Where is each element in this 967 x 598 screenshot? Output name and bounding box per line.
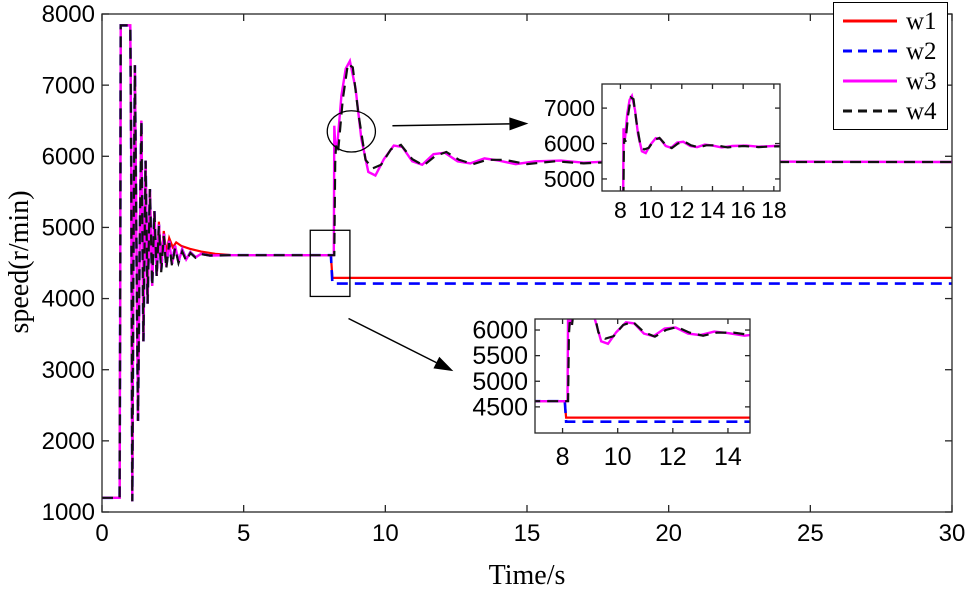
lower-inset-arrow-head bbox=[433, 356, 454, 372]
main-y-tick-label: 2000 bbox=[42, 428, 95, 455]
inset-upper-zoom-y-tick-label: 5000 bbox=[544, 166, 595, 192]
zoom-ellipse-annotation bbox=[326, 110, 377, 153]
legend-swatch-w4 bbox=[843, 109, 897, 113]
main-y-tick-label: 6000 bbox=[42, 143, 95, 170]
main-x-tick-label: 10 bbox=[372, 520, 399, 547]
inset-lower-zoom-x-tick-label: 14 bbox=[714, 443, 742, 471]
legend-item-w4: w4 bbox=[841, 99, 943, 124]
inset-upper-zoom-x-tick-label: 18 bbox=[761, 197, 787, 223]
inset-lower-zoom-x-tick-label: 10 bbox=[604, 443, 632, 471]
upper-inset-arrow-line bbox=[392, 123, 510, 127]
legend-swatch-w3 bbox=[843, 79, 897, 83]
inset-upper-zoom-x-tick-label: 12 bbox=[669, 197, 695, 223]
main-y-tick-label: 3000 bbox=[42, 357, 95, 384]
legend-item-w3: w3 bbox=[841, 69, 943, 94]
legend-label: w1 bbox=[906, 7, 937, 35]
inset-lower-zoom-y-tick-label: 5500 bbox=[472, 342, 528, 370]
legend-swatch-w1 bbox=[843, 19, 897, 23]
legend-label: w4 bbox=[906, 97, 937, 125]
legend-swatch-w2 bbox=[843, 49, 897, 53]
main-x-tick-label: 5 bbox=[237, 520, 250, 547]
x-axis-label: Time/s bbox=[488, 560, 566, 591]
main-border bbox=[101, 13, 953, 513]
inset-upper-zoom-y-tick-label: 7000 bbox=[544, 95, 595, 121]
legend-item-w1: w1 bbox=[841, 9, 943, 34]
inset-upper-zoom-x-tick-label: 8 bbox=[614, 197, 627, 223]
inset-lower-zoom-series-w4-line bbox=[535, 319, 750, 403]
inset-lower-zoom-background bbox=[535, 319, 750, 433]
main-x-tick-label: 20 bbox=[655, 520, 682, 547]
main-x-tick-label: 0 bbox=[95, 520, 108, 547]
inset-upper-zoom-background bbox=[602, 84, 780, 191]
inset-upper-zoom-y-tick-label: 6000 bbox=[544, 130, 595, 156]
main-series-w2-line bbox=[102, 24, 952, 502]
upper-inset-arrow-head bbox=[509, 117, 529, 131]
inset-lower-zoom-y-tick-label: 6000 bbox=[472, 317, 528, 345]
main-series-w3-line bbox=[102, 24, 952, 502]
inset-upper-zoom-x-tick-label: 14 bbox=[700, 197, 726, 223]
main-y-tick-label: 1000 bbox=[42, 499, 95, 526]
inset-upper-zoom-x-tick-label: 10 bbox=[638, 197, 664, 223]
main-y-tick-label: 5000 bbox=[42, 215, 95, 242]
inset-lower-zoom-x-tick-label: 12 bbox=[659, 443, 687, 471]
main-x-tick-label: 25 bbox=[797, 520, 824, 547]
inset-lower-zoom-border bbox=[534, 318, 751, 434]
legend-label: w3 bbox=[906, 67, 937, 95]
inset-lower-zoom-x-tick-label: 8 bbox=[556, 443, 570, 471]
legend-item-w2: w2 bbox=[841, 39, 943, 64]
zoom-rect-annotation bbox=[309, 229, 351, 298]
main-series-w4-line bbox=[102, 24, 952, 502]
legend-label: w2 bbox=[906, 37, 937, 65]
main-series-w1-line bbox=[102, 24, 952, 502]
main-x-tick-label: 15 bbox=[514, 520, 541, 547]
main-y-tick-label: 8000 bbox=[42, 1, 95, 28]
inset-upper-zoom-series-w3-line bbox=[622, 92, 780, 191]
main-y-tick-label: 7000 bbox=[42, 72, 95, 99]
main-y-tick-label: 4000 bbox=[42, 286, 95, 313]
main-x-tick-label: 30 bbox=[939, 520, 966, 547]
y-axis-label: speed(r/min) bbox=[4, 190, 35, 334]
inset-upper-zoom-series-w4-line bbox=[622, 95, 780, 191]
inset-upper-zoom-x-tick-label: 16 bbox=[730, 197, 756, 223]
inset-lower-zoom-y-tick-label: 4500 bbox=[472, 393, 528, 421]
lower-inset-arrow-line bbox=[348, 317, 437, 364]
inset-upper-zoom-border bbox=[601, 83, 781, 192]
inset-lower-zoom-y-tick-label: 5000 bbox=[472, 368, 528, 396]
legend: w1 w2 w3 w4 bbox=[833, 2, 948, 130]
